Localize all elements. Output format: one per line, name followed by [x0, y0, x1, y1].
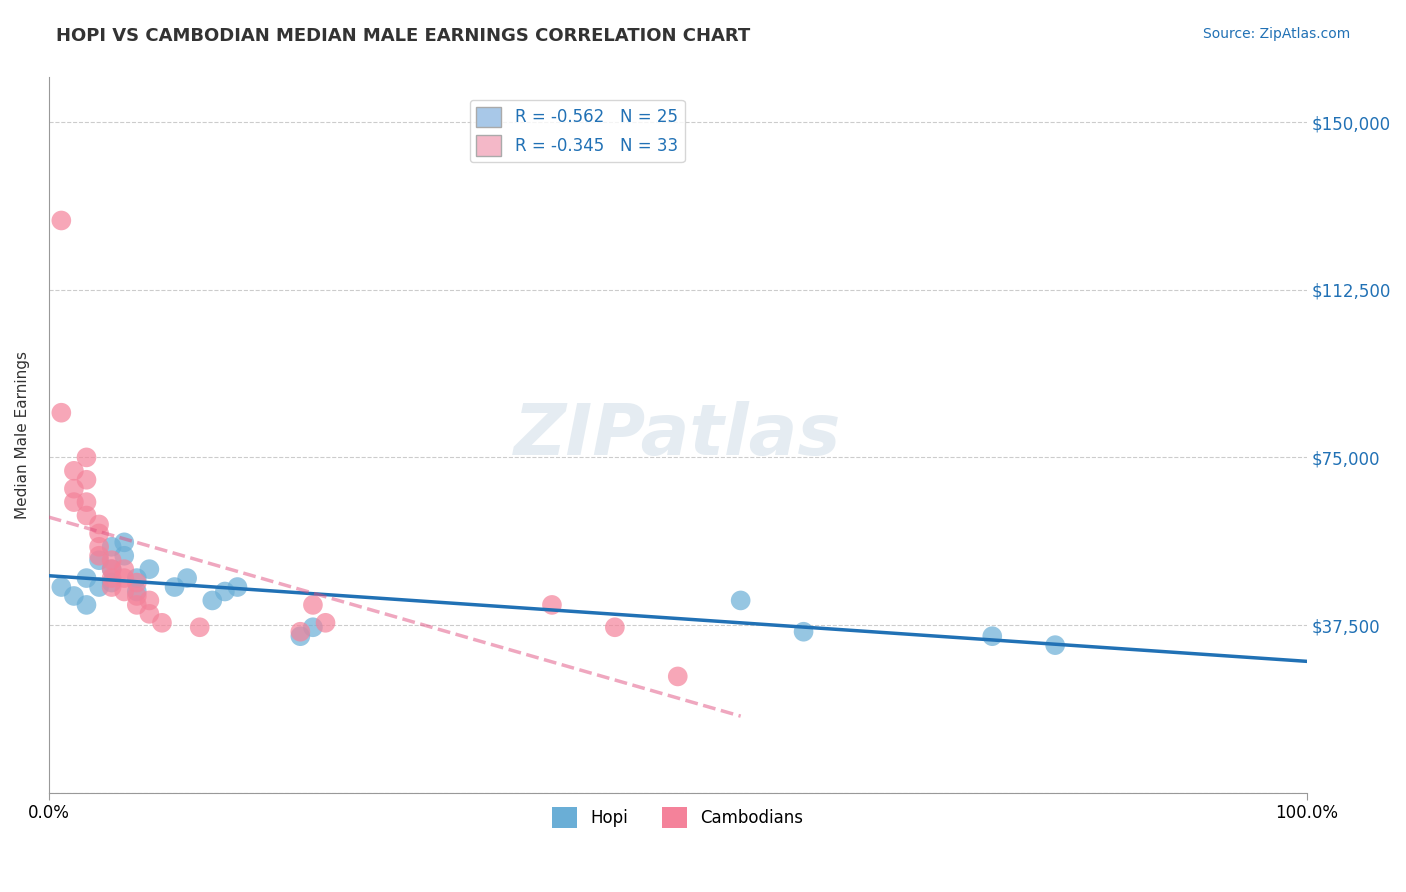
Point	[188, 620, 211, 634]
Point	[112, 549, 135, 563]
Point	[226, 580, 249, 594]
Point	[76, 508, 98, 523]
Point	[87, 580, 110, 594]
Point	[51, 580, 73, 594]
Point	[76, 473, 98, 487]
Point	[112, 584, 135, 599]
Point	[112, 562, 135, 576]
Point	[76, 571, 98, 585]
Point	[112, 535, 135, 549]
Point	[214, 584, 236, 599]
Point	[201, 593, 224, 607]
Point	[603, 620, 626, 634]
Point	[981, 629, 1004, 643]
Point	[100, 562, 122, 576]
Point	[100, 540, 122, 554]
Point	[302, 598, 325, 612]
Point	[150, 615, 173, 630]
Y-axis label: Median Male Earnings: Median Male Earnings	[15, 351, 30, 519]
Point	[290, 629, 312, 643]
Point	[63, 464, 86, 478]
Text: HOPI VS CAMBODIAN MEDIAN MALE EARNINGS CORRELATION CHART: HOPI VS CAMBODIAN MEDIAN MALE EARNINGS C…	[56, 27, 751, 45]
Point	[666, 669, 689, 683]
Legend: Hopi, Cambodians: Hopi, Cambodians	[546, 801, 810, 834]
Point	[87, 517, 110, 532]
Point	[730, 593, 752, 607]
Point	[87, 549, 110, 563]
Point	[87, 553, 110, 567]
Point	[100, 575, 122, 590]
Text: ZIPatlas: ZIPatlas	[515, 401, 841, 469]
Point	[315, 615, 337, 630]
Point	[63, 589, 86, 603]
Point	[541, 598, 564, 612]
Point	[125, 571, 148, 585]
Point	[163, 580, 186, 594]
Point	[76, 495, 98, 509]
Point	[51, 406, 73, 420]
Point	[51, 213, 73, 227]
Point	[76, 450, 98, 465]
Text: Source: ZipAtlas.com: Source: ZipAtlas.com	[1202, 27, 1350, 41]
Point	[138, 593, 160, 607]
Point	[290, 624, 312, 639]
Point	[100, 553, 122, 567]
Point	[125, 589, 148, 603]
Point	[100, 562, 122, 576]
Point	[125, 575, 148, 590]
Point	[125, 584, 148, 599]
Point	[125, 598, 148, 612]
Point	[793, 624, 815, 639]
Point	[63, 495, 86, 509]
Point	[176, 571, 198, 585]
Point	[100, 580, 122, 594]
Point	[100, 571, 122, 585]
Point	[302, 620, 325, 634]
Point	[1043, 638, 1066, 652]
Point	[87, 526, 110, 541]
Point	[63, 482, 86, 496]
Point	[87, 540, 110, 554]
Point	[138, 607, 160, 621]
Point	[76, 598, 98, 612]
Point	[112, 571, 135, 585]
Point	[138, 562, 160, 576]
